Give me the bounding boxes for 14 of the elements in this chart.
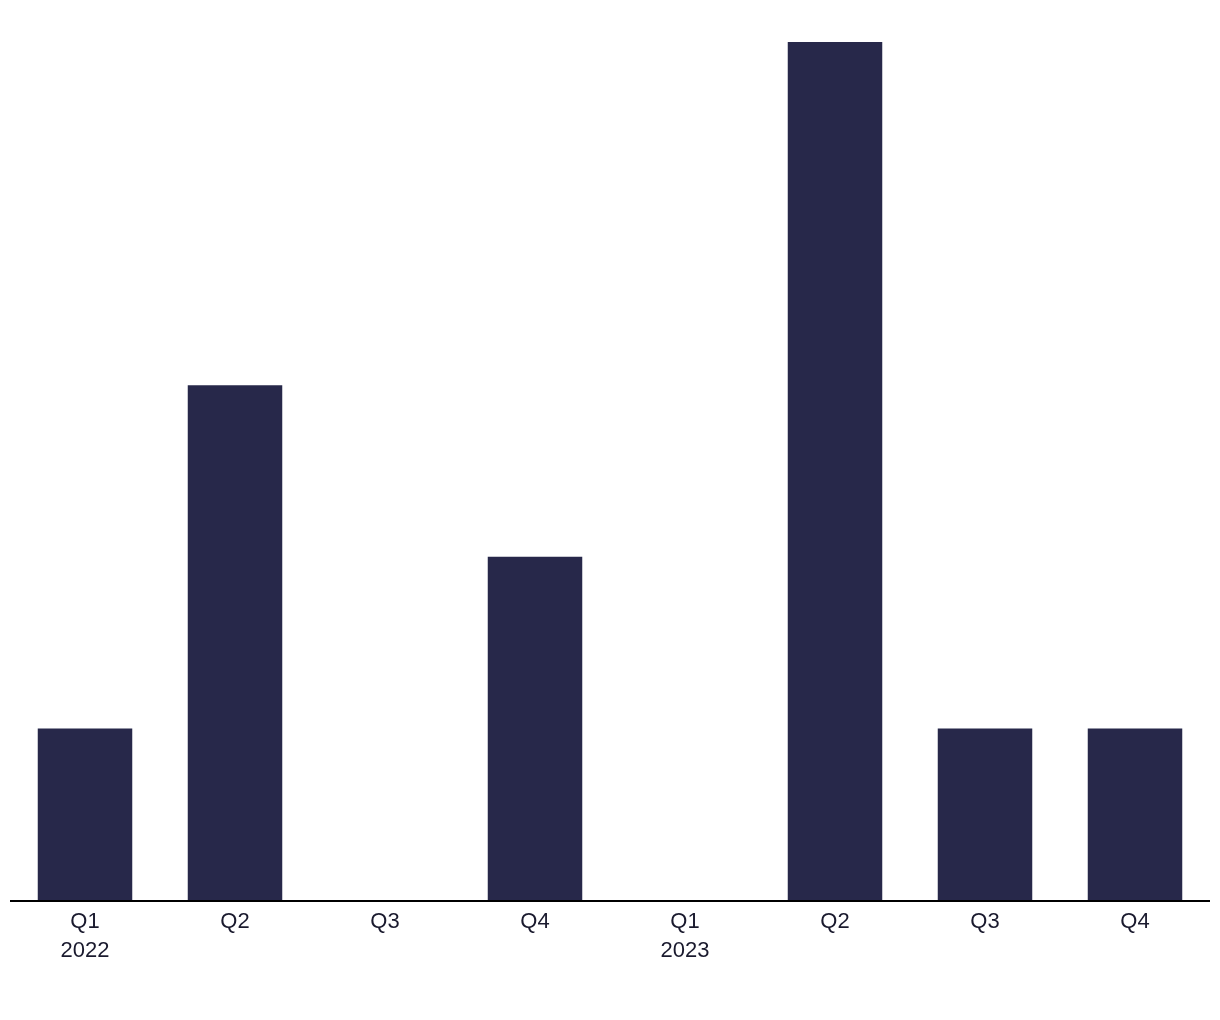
x-tick-label: Q1 2022 xyxy=(60,908,110,962)
x-tick-label: Q4 xyxy=(520,908,550,934)
bar xyxy=(937,728,1033,900)
x-tick-label: Q2 xyxy=(220,908,250,934)
x-tick-label: Q3 xyxy=(370,908,400,934)
bar xyxy=(487,556,583,900)
x-tick-label: Q4 xyxy=(1120,908,1150,934)
bar xyxy=(1087,728,1183,900)
x-tick-label: Q1 2023 xyxy=(660,908,710,962)
bar xyxy=(37,728,133,900)
bar xyxy=(787,42,883,900)
bar xyxy=(187,385,283,900)
x-tick-label: Q3 xyxy=(970,908,1000,934)
x-tick-label: Q2 xyxy=(820,908,850,934)
